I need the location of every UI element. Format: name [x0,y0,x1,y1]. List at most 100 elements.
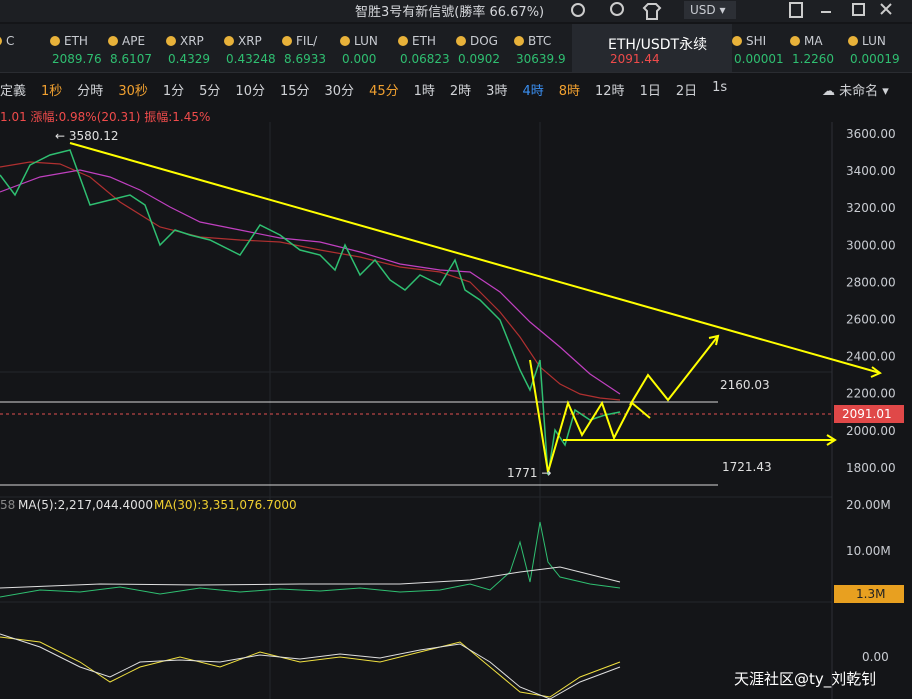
ticker-name: LUN [862,34,886,48]
timeframe-button[interactable]: 1日 [639,84,661,99]
ticker-tab[interactable]: DOG 0.0902 [456,24,514,72]
timeframe-button[interactable]: 4時 [522,84,544,99]
chart: 3600.00 3400.00 3200.00 3000.00 2800.00 2600.… [0,122,904,699]
currency-select[interactable]: USD ▾ [684,1,736,19]
price-axis-label: 2000.00 [846,424,896,438]
timeframe-button[interactable]: 30分 [324,84,355,99]
annotation-level-low: 1721.43 [722,460,772,474]
layout-name[interactable]: ☁ 未命名 ▾ [822,84,889,99]
volume-current: 1.3M [856,587,885,601]
title-bar: 智胜3号有新信號(勝率 66.67%) USD ▾ [0,0,912,22]
ticker-tab[interactable]: FIL/8.6933 [282,24,340,72]
ticker-price: 0.000 [342,52,377,66]
price-axis-label: 2800.00 [846,275,896,289]
timeframe-button[interactable]: 12時 [595,84,625,99]
watermark: 天涯社区@ty_刘乾钊 [734,670,876,689]
ticker-icon [0,36,2,46]
price-axis: 3600.00 3400.00 3200.00 3000.00 2800.00 2600.… [846,127,896,475]
timeframe-button[interactable]: 1時 [413,84,435,99]
timeframe-button[interactable]: 8時 [558,84,581,99]
ticker-tab[interactable]: APE 8.6107 [108,24,166,72]
timeframe-button[interactable]: 1分 [162,84,185,99]
ticker-tab[interactable]: C [0,24,50,72]
timeframe-button[interactable]: 1s [712,80,728,95]
timeframe-button[interactable]: 45分 [369,84,399,99]
ticker-icon [50,36,60,46]
price-line [0,149,621,476]
window-controls [789,2,892,18]
ticker-tab[interactable]: SHI 0.00001 [732,24,790,72]
timeframe-button[interactable]: 定義 [0,84,27,99]
ticker-price: 2089.76 [52,52,102,66]
timeframe-button[interactable]: 2日 [675,84,698,99]
ticker-name: ETH [412,34,436,48]
price-axis-label: 1800.00 [846,461,896,475]
currency: USD [690,3,716,17]
ticker-icon [456,36,466,46]
volume-ma [0,566,621,589]
ticker-icon [224,36,234,46]
ticker-price: 1.2260 [792,52,834,66]
annotation-low: 1771 → [507,466,551,480]
ticker-price: 0.06823 [400,52,450,66]
ticker-tab[interactable]: ETH 2089.76 [50,24,108,72]
ticker-name: DOG [470,34,498,48]
macd-line [0,636,621,698]
ticker-name: APE [122,34,146,48]
ticker-icon [166,36,176,46]
timeframe-button[interactable]: 2時 [449,84,472,99]
timeframe-button[interactable]: 10分 [235,84,265,99]
ticker-tab[interactable]: LUN 0.000 [340,24,398,72]
annotation-high: ← 3580.12 [55,129,119,143]
ticker-tab[interactable]: MA 1.2260 [790,24,848,72]
timeframe-button[interactable]: 分時 [77,84,104,99]
ticker-price: 0.0902 [458,52,500,66]
ticker-name: XRP [238,34,262,48]
ticker-price: 8.6107 [110,52,152,66]
last-price-badge [834,405,904,423]
price-axis-label: 3200.00 [846,201,896,215]
ticker-tab[interactable]: ETH 0.06823 [398,24,456,72]
drawings [69,142,882,473]
ticker-tabs: C ETH 2089.76 APE 8.6107 XRP 0.4329 XRP 0.43248 F… [0,24,912,73]
volume-axis-label: 10.00M [846,544,891,558]
ticker-name: C [6,34,15,48]
ticker-price: 30639.9 [516,52,566,66]
ticker-tab[interactable]: XRP 0.43248 [224,24,282,72]
price-axis-label: 2200.00 [846,387,896,401]
grid [0,122,832,699]
ticker-tab[interactable]: XRP 0.4329 [166,24,224,72]
ma-line [0,169,621,395]
price-axis-label: 3400.00 [846,164,896,178]
signal-title[interactable]: 智胜3号有新信號(勝率 66.67%) [355,5,545,20]
volume-prefix: 58 [0,498,15,512]
ticker-icon [398,36,408,46]
ticker-icon [340,36,350,46]
ticker-name: LUN [354,34,378,48]
ticker-price: 8.6933 [284,52,326,66]
macd-axis-label: 0.00 [862,650,889,664]
timeframe-button[interactable]: 30秒 [118,84,148,99]
toolbar-icons [571,2,662,20]
ticker-tab[interactable]: LUN 0.00019 [848,24,906,72]
macd-signal [0,633,621,699]
ticker-name: MA [804,34,823,48]
active-tab[interactable]: ETH/USDT永续 2091.44 [572,24,732,72]
timeframe-button[interactable]: 15分 [279,84,310,99]
ticker-tab[interactable]: BTC 30639.9 [514,24,572,72]
volume-ma30: MA(30):3,351,076.7000 [154,498,297,512]
ticker-price: 0.43248 [226,52,276,66]
timeframe-button[interactable]: 1秒 [41,84,63,99]
ticker-name: SHI [746,34,767,48]
timeframe-button[interactable]: 3時 [486,84,508,99]
price-axis-label: 3000.00 [846,238,896,252]
last-price: 2091.01 [842,407,892,421]
ticker-icon [108,36,118,46]
timeframe-button[interactable]: 5分 [199,84,221,99]
ticker-icon [514,36,524,46]
ticker-name: ETH/USDT永续 [608,37,708,53]
ticker-price: 0.00019 [850,52,900,66]
layout-name-text: 未命名 [839,84,879,99]
ticker-name: FIL/ [296,34,318,48]
